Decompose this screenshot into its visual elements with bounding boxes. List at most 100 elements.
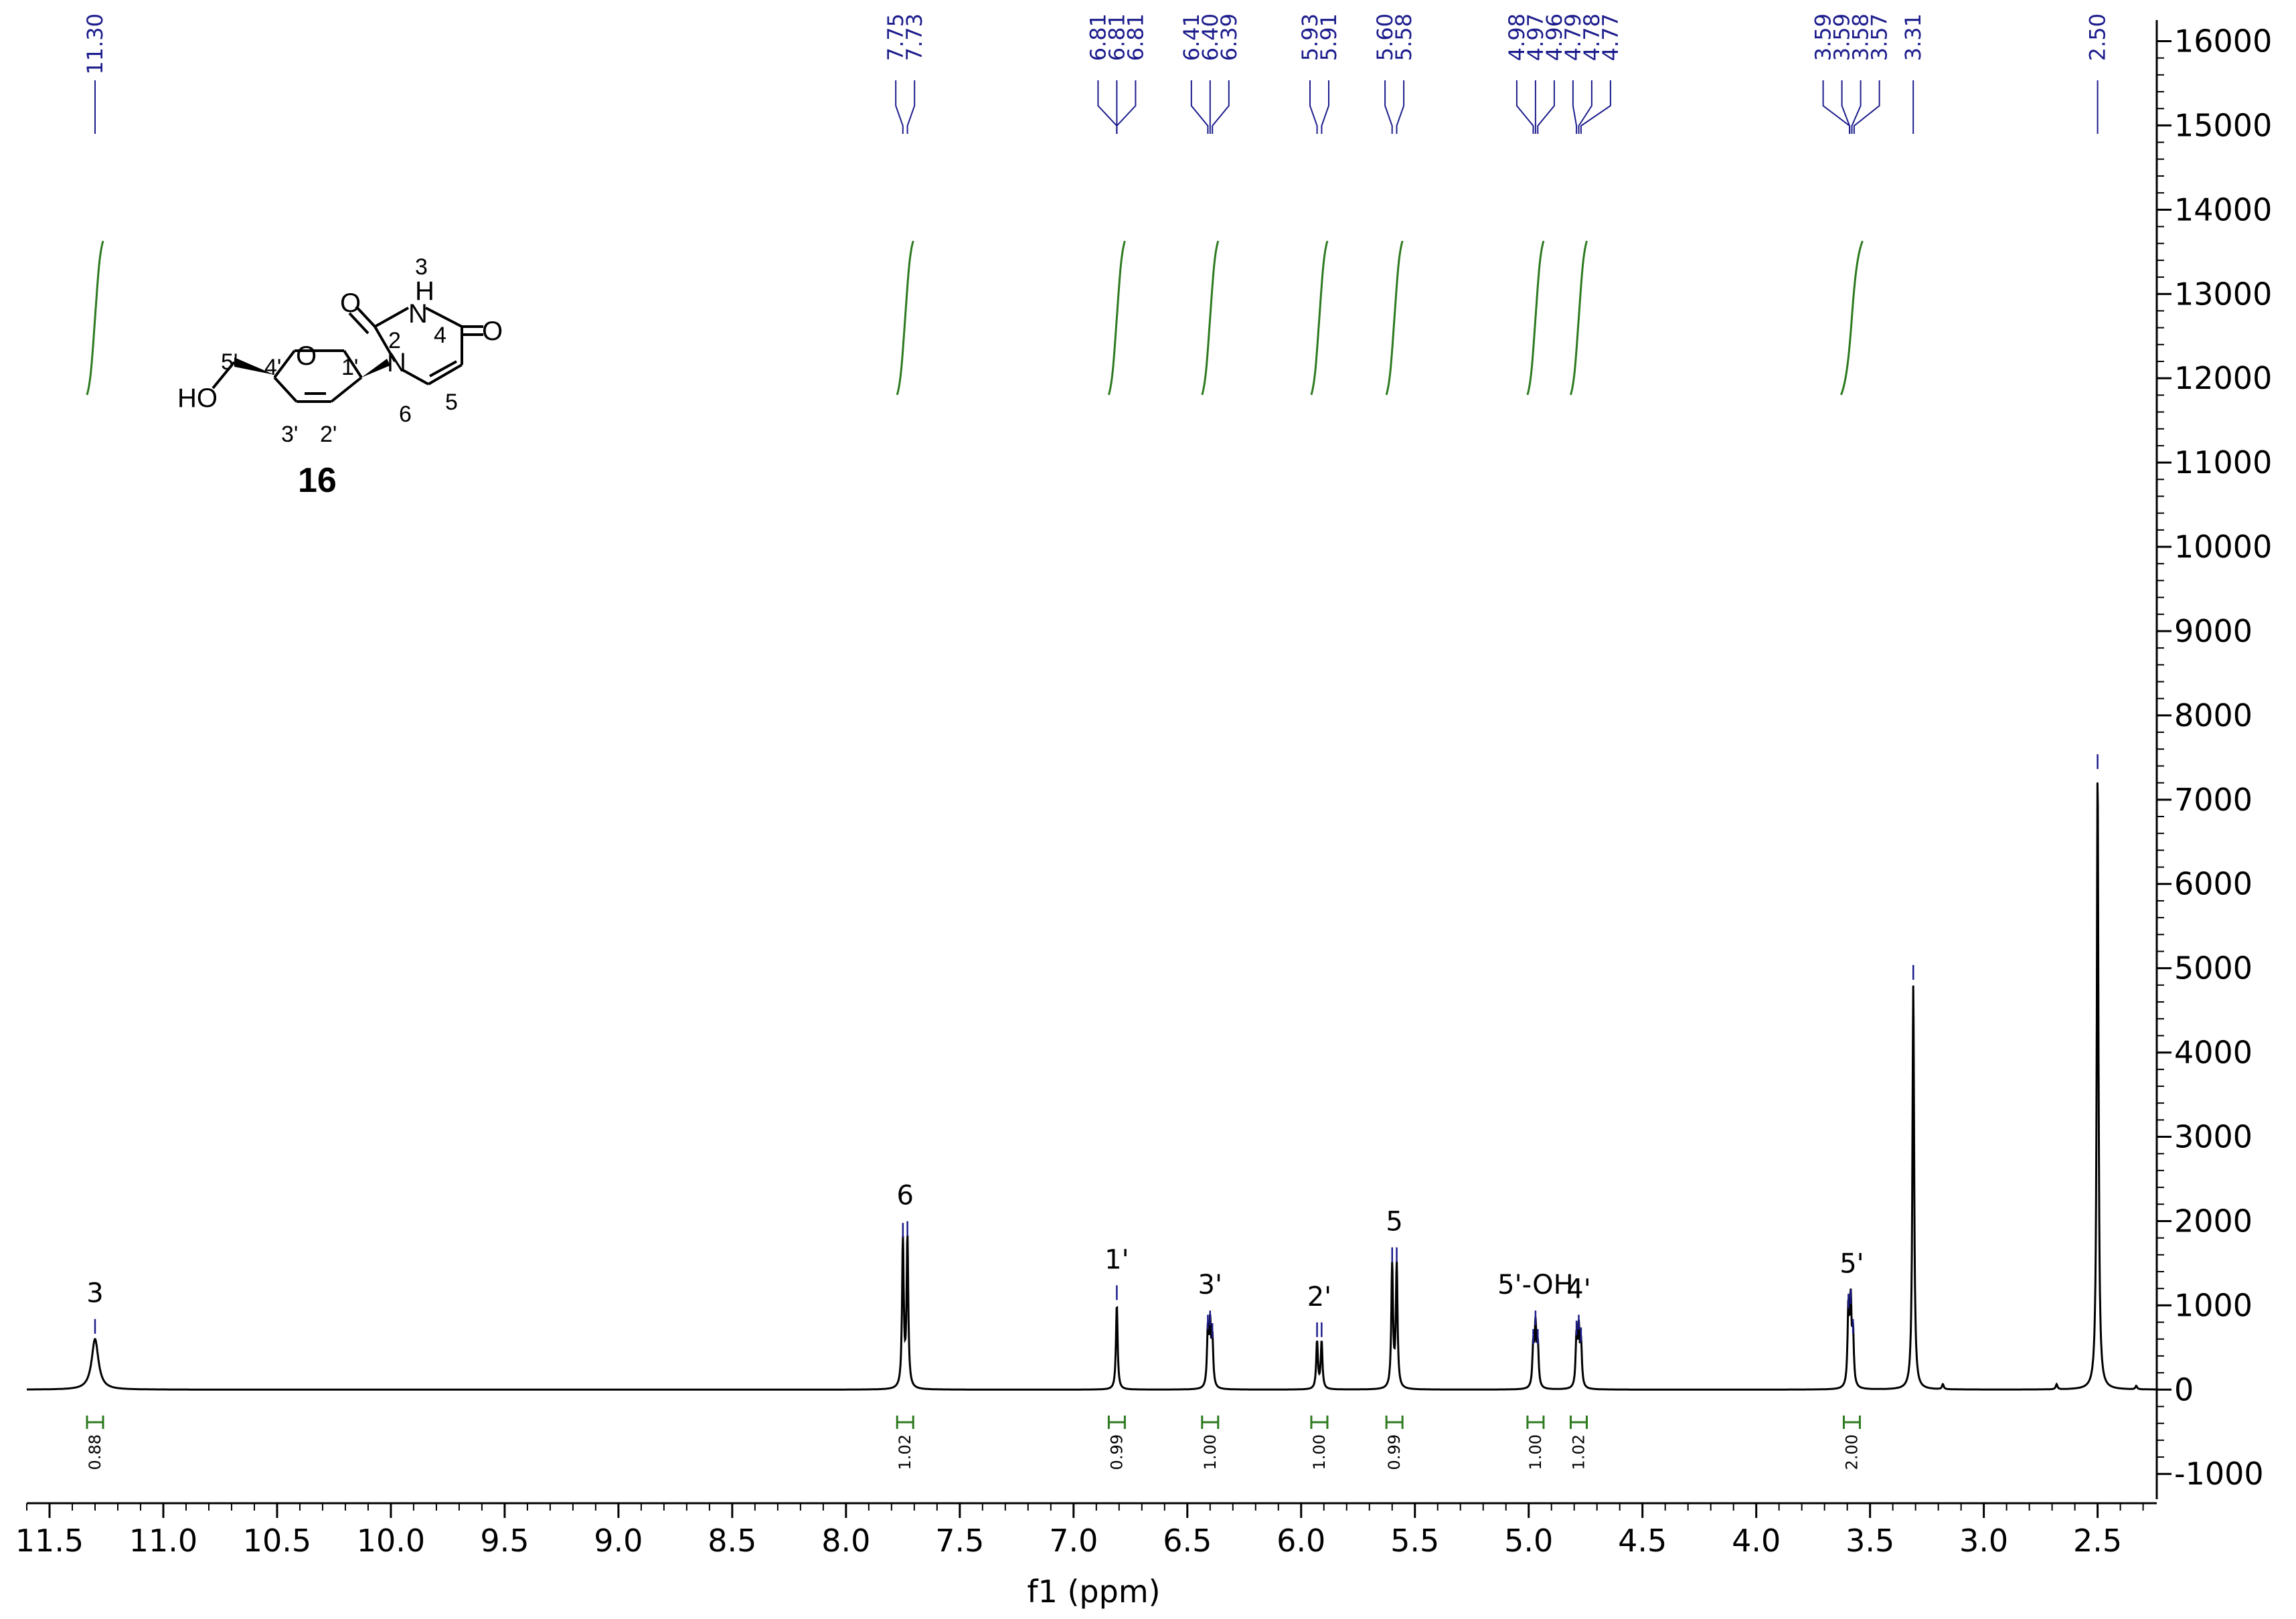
assignment-label-3: 3' <box>1198 1270 1222 1300</box>
peak-label-leader-2 <box>906 80 916 134</box>
atom-label-c2: 2 <box>388 328 401 353</box>
y-tick-label-0: -1000 <box>2174 1456 2264 1492</box>
peak-label-12: 5.58 <box>1391 13 1416 61</box>
integral-value-2: 0.99 <box>1107 1434 1126 1470</box>
x-tick-label-11: 6.0 <box>1277 1523 1325 1559</box>
y-tick-label-10: 9000 <box>2174 613 2252 649</box>
y-tick-label-8: 7000 <box>2174 782 2252 818</box>
y-tick-label-11: 10000 <box>2174 529 2272 565</box>
peak-label-8: 6.39 <box>1216 13 1242 61</box>
peak-label-24: 2.50 <box>2085 13 2111 61</box>
peak-label-leader-16 <box>1572 80 1578 134</box>
assignment-label-4: 2' <box>1307 1282 1331 1312</box>
integral-curve-6 <box>1526 240 1545 396</box>
atom-label-1prime: 1' <box>341 355 358 380</box>
atom-label-n3-number: 3 <box>415 254 428 280</box>
y-tick-label-2: 1000 <box>2174 1287 2252 1323</box>
atom-label-o4: O <box>482 317 503 346</box>
peak-label-15: 4.96 <box>1542 13 1567 61</box>
peak-label-leader-11 <box>1384 80 1393 134</box>
peak-label-20: 3.59 <box>1829 13 1855 61</box>
x-tick-label-14: 4.5 <box>1618 1523 1667 1559</box>
atom-label-n3: N <box>408 299 428 329</box>
peak-label-2: 7.73 <box>902 13 927 61</box>
y-tick-label-7: 6000 <box>2174 866 2252 902</box>
peak-label-11: 5.60 <box>1372 13 1398 61</box>
peak-label-leader-22 <box>1853 80 1880 134</box>
peak-label-leader-6 <box>1190 80 1209 134</box>
assignment-label-7: 4' <box>1566 1274 1590 1304</box>
peak-label-leader-17 <box>1578 80 1592 134</box>
peak-label-7: 6.40 <box>1198 13 1223 61</box>
assignment-label-5: 5 <box>1386 1207 1402 1238</box>
x-axis-title: f1 (ppm) <box>1027 1573 1160 1610</box>
y-tick-label-6: 5000 <box>2174 950 2252 987</box>
integral-value-7: 1.02 <box>1570 1434 1588 1470</box>
spectrum-layer <box>27 754 2157 1391</box>
y-tick-label-9: 8000 <box>2174 697 2252 734</box>
assignment-label-2: 1' <box>1104 1244 1129 1275</box>
x-tick-label-16: 3.5 <box>1846 1523 1894 1559</box>
atom-label-c5: 5 <box>445 390 458 415</box>
y-tick-label-12: 11000 <box>2174 444 2272 481</box>
peak-label-leader-15 <box>1537 80 1555 134</box>
integral-curve-0 <box>86 240 104 396</box>
x-tick-label-18: 2.5 <box>2073 1523 2122 1559</box>
integral-value-8: 2.00 <box>1842 1434 1861 1470</box>
peak-label-6: 6.41 <box>1179 13 1204 61</box>
atom-label-c6: 6 <box>399 402 412 427</box>
peak-label-18: 4.77 <box>1598 13 1623 61</box>
x-tick-label-17: 3.0 <box>1959 1523 2008 1559</box>
y-tick-label-16: 15000 <box>2174 107 2272 143</box>
integral-layer: 0.88 1.02 0.99 1.00 1.00 0.99 1.00 1.02 2.00 <box>86 240 1864 1470</box>
assignment-label-0: 3 <box>86 1278 103 1309</box>
atom-label-h3: H <box>415 276 434 306</box>
atom-label-n1: N <box>387 348 406 377</box>
x-tick-label-13: 5.0 <box>1504 1523 1553 1559</box>
peak-label-leader-18 <box>1580 80 1611 134</box>
y-tick-label-13: 12000 <box>2174 360 2272 396</box>
x-tick-label-5: 9.0 <box>594 1523 643 1559</box>
integral-curve-5 <box>1385 240 1404 396</box>
peak-label-leader-9 <box>1309 80 1318 134</box>
peak-label-0: 11.30 <box>82 13 108 75</box>
peak-label-5: 6.81 <box>1123 13 1148 61</box>
x-tick-label-12: 5.5 <box>1390 1523 1439 1559</box>
peak-label-4: 6.81 <box>1104 13 1129 61</box>
x-tick-label-8: 7.5 <box>935 1523 984 1559</box>
x-tick-label-10: 6.5 <box>1163 1523 1212 1559</box>
x-tick-label-0: 11.5 <box>15 1523 84 1559</box>
integral-curve-3 <box>1201 240 1220 396</box>
peak-label-16: 4.79 <box>1560 13 1586 61</box>
integral-value-3: 1.00 <box>1201 1434 1220 1470</box>
assignment-label-1: 6 <box>897 1181 914 1211</box>
atom-label-3prime: 3' <box>281 422 298 447</box>
integral-curve-1 <box>896 240 914 396</box>
integral-curve-7 <box>1570 240 1588 396</box>
atom-label-5prime: 5' <box>221 349 238 375</box>
y-tick-label-15: 14000 <box>2174 191 2272 228</box>
peak-label-leader-8 <box>1212 80 1230 134</box>
atom-label-ho: HO <box>177 384 218 413</box>
spectrum-trace <box>27 782 2157 1391</box>
peak-label-23: 3.31 <box>1900 13 1926 61</box>
y-tick-label-3: 2000 <box>2174 1203 2252 1239</box>
y-tick-label-5: 4000 <box>2174 1035 2252 1071</box>
y-tick-label-1: 0 <box>2174 1371 2194 1408</box>
assignment-label-6: 5'-OH <box>1497 1270 1574 1300</box>
peak-label-17: 4.78 <box>1579 13 1605 61</box>
peak-label-leader-12 <box>1396 80 1405 134</box>
atom-label-2prime: 2' <box>320 422 337 447</box>
y-tick-label-14: 13000 <box>2174 276 2272 312</box>
peak-label-leader-10 <box>1321 80 1329 134</box>
peak-label-10: 5.91 <box>1316 13 1341 61</box>
assignment-label-8: 5' <box>1839 1249 1864 1280</box>
x-tick-label-3: 10.0 <box>357 1523 425 1559</box>
x-tick-label-1: 11.0 <box>129 1523 197 1559</box>
y-tick-label-4: 3000 <box>2174 1119 2252 1155</box>
x-tick-label-4: 9.5 <box>480 1523 529 1559</box>
compound-number: 16 <box>298 461 337 500</box>
integral-value-0: 0.88 <box>86 1434 104 1470</box>
